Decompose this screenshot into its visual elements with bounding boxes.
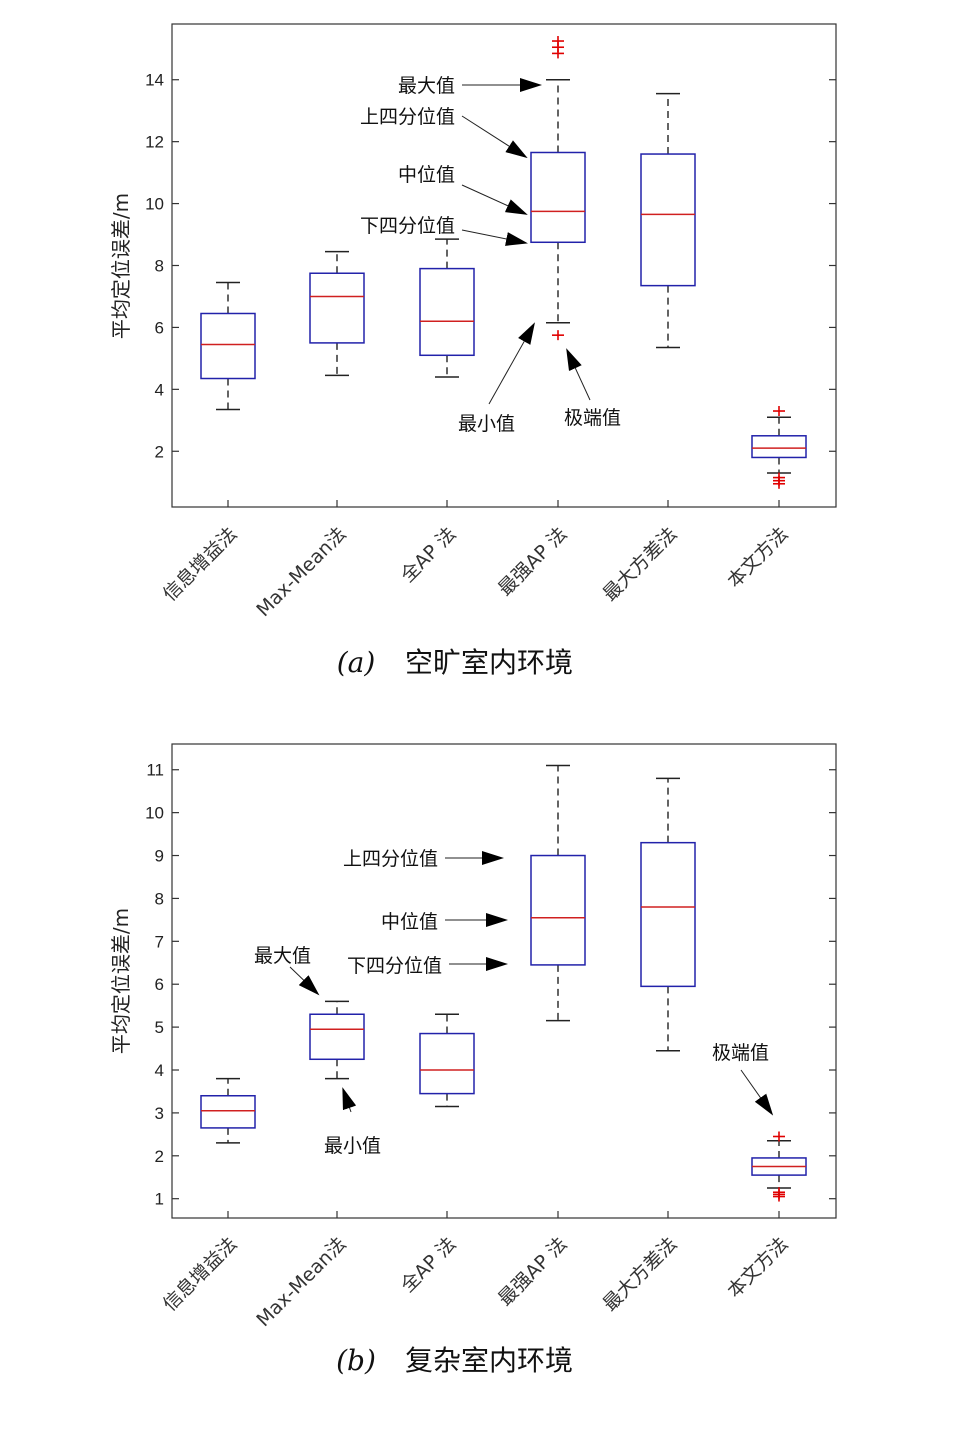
annotation-label: 下四分位值 <box>360 215 455 237</box>
annotation-label: 最小值 <box>458 413 515 435</box>
box-iqr <box>751 435 807 459</box>
chart-panel-a: 2 4 6 8 10 12 14 平均定位误差/m 信息增益法 Max-Mean法 全AP 法最强A… <box>109 23 837 679</box>
y-tick-label: 1 <box>155 1190 164 1209</box>
y-tick-label: 5 <box>155 1018 164 1037</box>
annotation-arrow <box>461 229 528 246</box>
y-tick-label: 6 <box>155 318 164 337</box>
x-tick-label: 最大方差法 <box>599 523 682 606</box>
y-tick-label: 8 <box>155 257 164 276</box>
y-tick-label: 7 <box>155 932 164 951</box>
annotation-label: 最大值 <box>398 75 455 97</box>
annotation-label: 极端值 <box>712 1042 769 1064</box>
annotation-label: 上四分位值 <box>360 106 455 128</box>
x-tick-label: 最大方差法 <box>599 1233 682 1316</box>
x-tick-label: Max-Mean法 <box>252 1233 350 1331</box>
panel-caption: 复杂室内环境 <box>405 1344 573 1377</box>
y-tick-label: 11 <box>146 761 164 780</box>
box-iqr <box>200 1094 256 1129</box>
y-tick-label: 10 <box>145 804 164 823</box>
annotation-arrow <box>740 1069 774 1116</box>
box-iqr <box>200 312 256 380</box>
box-iqr <box>530 854 586 966</box>
box-iqr <box>640 841 696 988</box>
y-tick-label: 2 <box>155 1147 164 1166</box>
box-iqr <box>419 267 475 357</box>
annotation-arrow <box>461 184 528 215</box>
x-tick-label: Max-Mean法 <box>252 523 350 621</box>
y-tick-label: 10 <box>145 195 164 214</box>
y-axis-label: 平均定位误差/m <box>109 193 133 339</box>
plot-area <box>171 743 837 1219</box>
y-tick-label: 4 <box>155 1061 164 1080</box>
annotation-label: 最大值 <box>254 945 311 967</box>
panel-label: (a) <box>337 646 376 679</box>
annotation-label: 极端值 <box>564 407 621 429</box>
y-tick-label: 3 <box>155 1104 164 1123</box>
y-axis-label: 平均定位误差/m <box>109 908 133 1054</box>
x-tick-label: 最强AP 法 <box>494 523 571 600</box>
annotation-label: 中位值 <box>381 911 438 933</box>
x-tick-label: 最强AP 法 <box>494 1233 571 1310</box>
chart-panel-b: 1 2 3 4 5 6 7 8 9 10 11 平均定位误差/m 信息增益法 Max-Mean法 全AP 法… <box>109 743 837 1377</box>
y-tick-label: 12 <box>145 133 164 152</box>
annotation-label: 中位值 <box>398 164 455 186</box>
annotation-arrow <box>566 348 591 401</box>
box-iqr <box>640 153 696 287</box>
annotation-label: 最小值 <box>324 1135 381 1157</box>
annotation-label: 上四分位值 <box>343 848 438 870</box>
annotation-label: 下四分位值 <box>347 955 442 977</box>
box-iqr <box>309 1013 365 1061</box>
annotation-arrow <box>342 1087 357 1113</box>
box-iqr <box>530 151 586 244</box>
annotation-arrow <box>488 322 535 405</box>
box-iqr <box>309 272 365 344</box>
x-tick-label: 全AP 法 <box>397 1233 461 1297</box>
panel-label: (b) <box>336 1344 376 1377</box>
y-tick-label: 4 <box>155 380 164 399</box>
y-tick-label: 14 <box>145 71 164 90</box>
x-tick-label: 全AP 法 <box>397 523 461 587</box>
y-tick-label: 9 <box>155 847 164 866</box>
x-tick-label: 信息增益法 <box>159 523 242 606</box>
y-tick-label: 8 <box>155 889 164 908</box>
box-iqr <box>419 1032 475 1095</box>
x-tick-label: 本文方法 <box>723 523 792 592</box>
x-tick-label: 本文方法 <box>723 1233 792 1302</box>
x-tick-label: 信息增益法 <box>159 1233 242 1316</box>
y-tick-label: 6 <box>155 975 164 994</box>
panel-caption: 空旷室内环境 <box>405 646 573 679</box>
y-tick-label: 2 <box>155 442 164 461</box>
annotation-arrow <box>289 966 320 996</box>
annotation-arrow <box>461 115 528 159</box>
